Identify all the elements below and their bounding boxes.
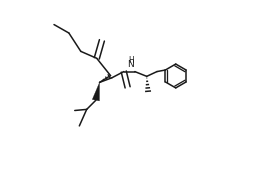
Text: N: N [127, 60, 134, 69]
Text: H: H [128, 56, 134, 65]
Polygon shape [92, 82, 100, 101]
